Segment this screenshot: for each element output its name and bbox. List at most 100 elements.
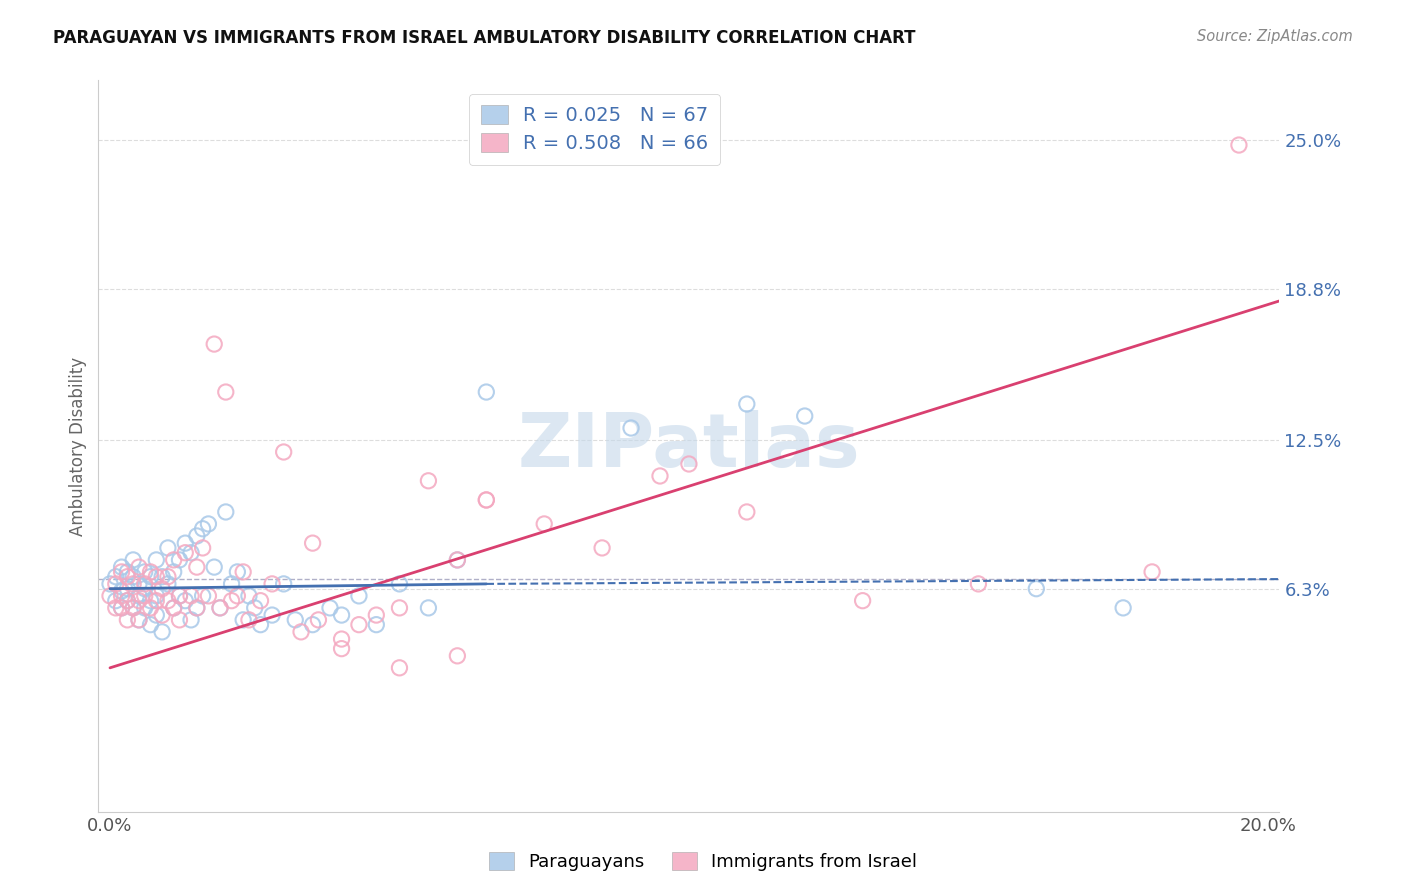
Point — [117, 582, 139, 596]
Point — [110, 565, 132, 579]
Point — [128, 589, 150, 603]
Point — [145, 553, 167, 567]
Point — [290, 624, 312, 639]
Point — [533, 516, 555, 531]
Point — [134, 577, 156, 591]
Point — [232, 565, 254, 579]
Point — [215, 505, 238, 519]
Point — [191, 589, 214, 603]
Point — [330, 641, 353, 656]
Point — [735, 505, 758, 519]
Point — [215, 385, 238, 400]
Point — [134, 600, 156, 615]
Point — [232, 613, 254, 627]
Point — [208, 600, 231, 615]
Point — [128, 613, 150, 627]
Point — [174, 593, 197, 607]
Point — [186, 529, 208, 543]
Point — [163, 600, 186, 615]
Point — [174, 546, 197, 560]
Point — [221, 577, 243, 591]
Legend: Paraguayans, Immigrants from Israel: Paraguayans, Immigrants from Israel — [481, 846, 925, 879]
Point — [388, 600, 411, 615]
Point — [366, 617, 388, 632]
Point — [648, 469, 671, 483]
Point — [330, 608, 353, 623]
Point — [301, 617, 323, 632]
Point — [1025, 582, 1047, 596]
Point — [262, 577, 284, 591]
Point — [122, 600, 145, 615]
Point — [98, 577, 121, 591]
Point — [180, 589, 202, 603]
Point — [139, 617, 162, 632]
Point — [197, 516, 219, 531]
Point — [208, 600, 231, 615]
Point — [150, 570, 173, 584]
Point — [110, 600, 132, 615]
Point — [117, 593, 139, 607]
Point — [1140, 565, 1163, 579]
Point — [1227, 138, 1250, 153]
Point — [186, 600, 208, 615]
Point — [117, 570, 139, 584]
Point — [117, 613, 139, 627]
Point — [156, 541, 179, 555]
Point — [150, 608, 173, 623]
Point — [150, 624, 173, 639]
Point — [475, 385, 498, 400]
Point — [180, 613, 202, 627]
Point — [273, 445, 295, 459]
Point — [110, 560, 132, 574]
Point — [145, 608, 167, 623]
Point — [104, 600, 127, 615]
Point — [134, 589, 156, 603]
Point — [967, 577, 990, 591]
Y-axis label: Ambulatory Disability: Ambulatory Disability — [69, 357, 87, 535]
Point — [104, 577, 127, 591]
Point — [238, 613, 260, 627]
Point — [186, 560, 208, 574]
Point — [128, 560, 150, 574]
Point — [202, 337, 225, 351]
Point — [98, 589, 121, 603]
Point — [174, 536, 197, 550]
Legend: R = 0.025   N = 67, R = 0.508   N = 66: R = 0.025 N = 67, R = 0.508 N = 66 — [468, 94, 720, 165]
Point — [273, 577, 295, 591]
Point — [139, 570, 162, 584]
Point — [117, 565, 139, 579]
Point — [186, 600, 208, 615]
Point — [180, 546, 202, 560]
Point — [793, 409, 815, 423]
Point — [1112, 600, 1135, 615]
Point — [104, 593, 127, 607]
Point — [110, 600, 132, 615]
Point — [475, 492, 498, 507]
Point — [620, 421, 643, 435]
Point — [735, 397, 758, 411]
Point — [221, 593, 243, 607]
Point — [163, 565, 186, 579]
Point — [226, 565, 249, 579]
Point — [134, 582, 156, 596]
Point — [128, 613, 150, 627]
Point — [139, 600, 162, 615]
Point — [243, 600, 266, 615]
Point — [163, 600, 186, 615]
Point — [156, 570, 179, 584]
Point — [202, 560, 225, 574]
Point — [122, 570, 145, 584]
Point — [156, 593, 179, 607]
Point — [475, 492, 498, 507]
Point — [249, 617, 271, 632]
Text: ZIPatlas: ZIPatlas — [517, 409, 860, 483]
Point — [678, 457, 700, 471]
Point — [145, 593, 167, 607]
Point — [134, 565, 156, 579]
Point — [128, 577, 150, 591]
Point — [852, 593, 875, 607]
Point — [128, 593, 150, 607]
Point — [262, 608, 284, 623]
Point — [117, 593, 139, 607]
Point — [388, 577, 411, 591]
